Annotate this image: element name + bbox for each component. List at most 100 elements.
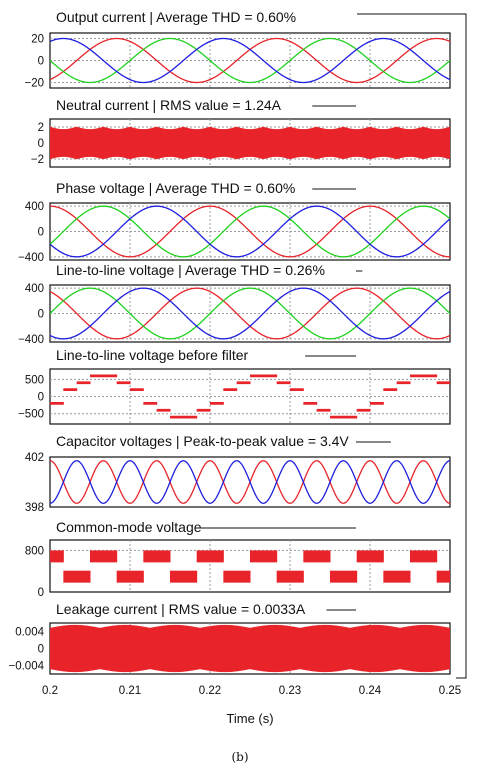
y-tick-label: −500: [18, 409, 44, 421]
series-red-step: [116, 381, 131, 385]
y-tick-label: 2: [38, 122, 44, 134]
panel-title: Phase voltage | Average THD = 0.60%: [56, 180, 295, 196]
series-red-square: [223, 570, 251, 583]
panel-8: Leakage current | RMS value = 0.0033A 0.0…: [9, 601, 451, 675]
series-blue-line: [50, 287, 450, 340]
series-group: [50, 287, 450, 340]
series-red-square: [303, 550, 331, 563]
y-tick-label: 0: [38, 227, 44, 239]
series-red-step: [103, 374, 118, 378]
y-tick-label: 402: [25, 452, 44, 464]
series-red-step: [356, 408, 371, 412]
series-red-step: [303, 402, 318, 405]
y-tick-label: 800: [25, 545, 44, 557]
series-red-step: [290, 388, 304, 391]
series-green-line: [50, 205, 450, 258]
panel-2: Neutral current | RMS value = 1.24A 2 0 −2: [31, 97, 451, 168]
series-red-step: [156, 408, 171, 412]
series-red-line: [50, 205, 450, 258]
series-red-step: [370, 402, 384, 405]
y-tick-label: −0.004: [9, 661, 45, 673]
series-group: [50, 37, 450, 84]
series-red-square: [250, 550, 278, 563]
series-red-step: [396, 381, 411, 385]
series-red-step: [423, 374, 438, 378]
panel-1: Output current | Average THD = 0.60% 20 0 −…: [24, 9, 451, 90]
series-blue-line: [50, 37, 450, 84]
series-red-square: [330, 570, 358, 583]
series-red-step: [196, 408, 211, 412]
series-red-step: [263, 374, 278, 378]
x-tick-label: 0.21: [119, 685, 141, 697]
series-group: [50, 126, 450, 160]
series-red-square: [196, 550, 224, 563]
series-red-step: [236, 381, 251, 385]
series-red-step: [383, 388, 398, 391]
panel-5: Line-to-line voltage before filter 500 0 −5…: [18, 347, 451, 425]
x-axis-label: Time (s): [226, 711, 273, 726]
panel-title: Capacitor voltages | Peak-to-peak value …: [56, 433, 349, 449]
y-tick-label: 0.004: [15, 627, 44, 639]
x-tick-label: 0.2: [42, 685, 58, 697]
series-red-square: [436, 570, 450, 583]
series-red-band: [50, 624, 450, 673]
y-tick-label: 500: [25, 374, 44, 386]
series-red-square: [50, 550, 64, 563]
outline-connector: [357, 13, 467, 679]
series-red-step: [183, 415, 198, 419]
y-tick-label: 0: [38, 644, 44, 656]
series-blue-line: [50, 205, 450, 258]
y-tick-label: −400: [18, 334, 44, 346]
x-tick-label: 0.25: [439, 685, 461, 697]
y-tick-label: 0: [38, 56, 44, 68]
y-tick-label: −20: [24, 78, 44, 90]
panel-title: Output current | Average THD = 0.60%: [56, 9, 296, 25]
series-red-square: [63, 570, 91, 583]
y-tick-label: −2: [31, 154, 44, 166]
y-tick-label: 400: [25, 283, 44, 295]
series-red-step: [250, 374, 264, 378]
series-red-square: [90, 550, 118, 563]
series-red-band: [50, 126, 450, 160]
series-red-square: [116, 570, 144, 583]
series-red-step: [436, 381, 450, 385]
series-red-step: [63, 388, 78, 391]
panel-6: Capacitor voltages | Peak-to-peak value …: [25, 433, 451, 514]
x-tick-label: 0.23: [279, 685, 301, 697]
series-red-square: [383, 570, 411, 583]
series-blue-line: [50, 460, 450, 504]
series-red-step: [90, 374, 104, 378]
y-tick-label: 0: [38, 587, 44, 599]
y-tick-label: 398: [25, 502, 44, 514]
panel-title: Neutral current | RMS value = 1.24A: [56, 97, 282, 113]
series-red-square: [276, 570, 304, 583]
x-tick-label: 0.24: [359, 685, 382, 697]
series-group: [50, 624, 450, 673]
series-red-square: [170, 570, 198, 583]
y-tick-label: 20: [31, 34, 44, 46]
series-group: [50, 460, 450, 504]
series-group: [50, 550, 450, 583]
panel-7: Common-mode voltage 800 0: [25, 519, 451, 599]
panel-title: Line-to-line voltage before filter: [56, 347, 249, 363]
series-red-step: [330, 415, 344, 419]
series-red-step: [410, 374, 424, 378]
panel-title: Common-mode voltage: [56, 519, 202, 535]
panel-title: Leakage current | RMS value = 0.0033A: [56, 601, 306, 617]
series-red-step: [223, 388, 238, 391]
plot-frame: [49, 539, 451, 593]
series-red-square: [356, 550, 384, 563]
series-red-square: [143, 550, 171, 563]
panel-title: Line-to-line voltage | Average THD = 0.2…: [56, 262, 325, 278]
series-red-step: [170, 415, 184, 419]
series-red-step: [343, 415, 358, 419]
series-red-step: [210, 402, 224, 405]
x-tick-label: 0.22: [199, 685, 221, 697]
series-red-step: [276, 381, 291, 385]
y-tick-label: −400: [18, 252, 44, 264]
series-group: [50, 374, 450, 419]
series-red-step: [316, 408, 331, 412]
y-tick-label: 0: [38, 138, 44, 150]
series-group: [50, 205, 450, 258]
